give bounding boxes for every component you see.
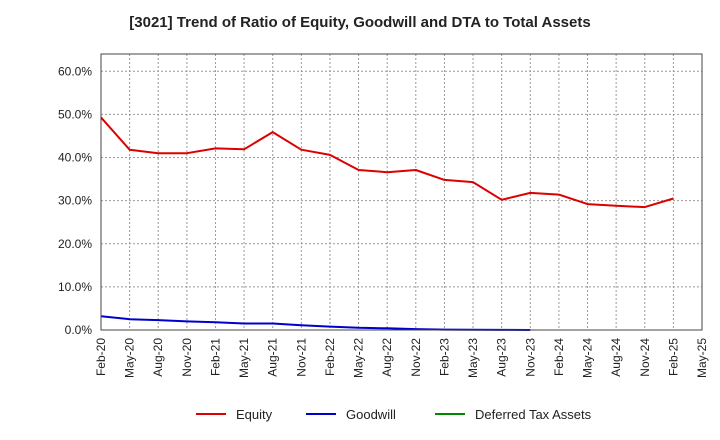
y-tick-label: 40.0% <box>58 151 92 165</box>
x-tick-label: Aug-21 <box>266 338 280 377</box>
x-tick-label: Feb-21 <box>208 338 222 376</box>
x-tick-label: Aug-20 <box>151 338 165 377</box>
plot-area <box>101 54 702 330</box>
y-tick-label: 50.0% <box>58 107 92 121</box>
x-tick-label: Aug-24 <box>609 338 623 377</box>
x-tick-label: May-23 <box>466 338 480 378</box>
x-tick-label: May-21 <box>237 338 251 378</box>
legend-label: Equity <box>236 407 273 422</box>
x-tick-label: May-25 <box>695 338 709 378</box>
series-line-equity <box>100 116 674 209</box>
x-tick-label: May-20 <box>123 338 137 378</box>
x-tick-label: Nov-23 <box>523 338 537 377</box>
x-tick-label: Feb-23 <box>437 338 451 376</box>
x-tick-label: Aug-23 <box>495 338 509 377</box>
x-tick-label: Nov-20 <box>180 338 194 377</box>
legend: Equity Goodwill Deferred Tax Assets <box>196 407 592 422</box>
x-tick-label: Feb-22 <box>323 338 337 376</box>
plot-border <box>100 53 703 331</box>
x-tick-label: Aug-22 <box>380 338 394 377</box>
grid-lines <box>100 54 703 331</box>
y-tick-label: 10.0% <box>58 280 92 294</box>
legend-label: Goodwill <box>346 407 396 422</box>
x-tick-label: Nov-21 <box>294 338 308 377</box>
y-axis-ticks: 0.0% 10.0% 20.0% 30.0% 40.0% 50.0% 60.0% <box>58 64 92 337</box>
y-tick-label: 20.0% <box>58 237 92 251</box>
y-tick-label: 0.0% <box>65 323 93 337</box>
chart-title: [3021] Trend of Ratio of Equity, Goodwil… <box>129 14 591 31</box>
x-tick-label: May-24 <box>581 338 595 378</box>
x-tick-label: Feb-20 <box>94 338 108 376</box>
x-tick-label: Nov-24 <box>638 338 652 377</box>
legend-label: Deferred Tax Assets <box>475 407 592 422</box>
x-axis-ticks: Feb-20 May-20 Aug-20 Nov-20 Feb-21 May-21 Aug-… <box>94 338 709 378</box>
x-tick-label: Feb-24 <box>552 338 566 376</box>
x-tick-label: Nov-22 <box>409 338 423 377</box>
y-tick-label: 30.0% <box>58 194 92 208</box>
x-tick-label: May-22 <box>352 338 366 378</box>
x-tick-label: Feb-25 <box>666 338 680 376</box>
y-tick-label: 60.0% <box>58 64 92 78</box>
